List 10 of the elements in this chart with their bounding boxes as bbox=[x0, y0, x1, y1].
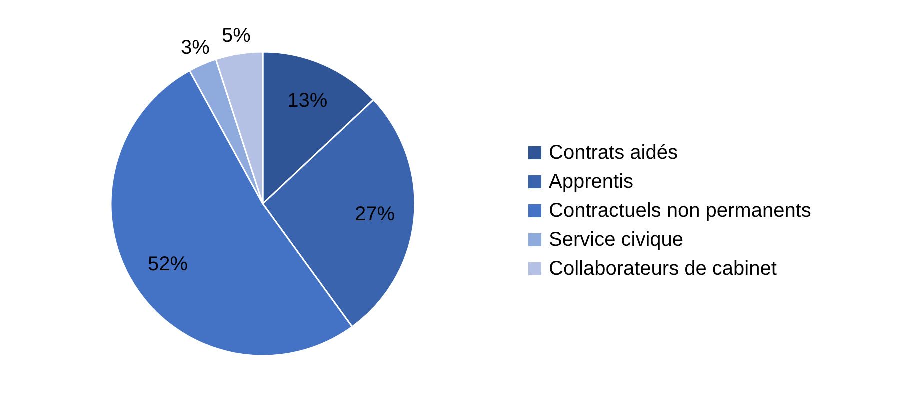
data-label: 13% bbox=[288, 90, 328, 112]
data-label: 52% bbox=[148, 253, 188, 276]
data-label: 5% bbox=[222, 25, 252, 48]
legend-label: Contrats aidés bbox=[549, 142, 678, 164]
legend-label: Collaborateurs de cabinet bbox=[549, 258, 778, 280]
data-label: 27% bbox=[354, 204, 396, 226]
legend-label: Apprentis bbox=[549, 171, 634, 193]
legend-label: Service civique bbox=[549, 229, 684, 251]
legend-label: Contractuels non permanents bbox=[549, 200, 812, 222]
data-label: 3% bbox=[181, 36, 210, 59]
